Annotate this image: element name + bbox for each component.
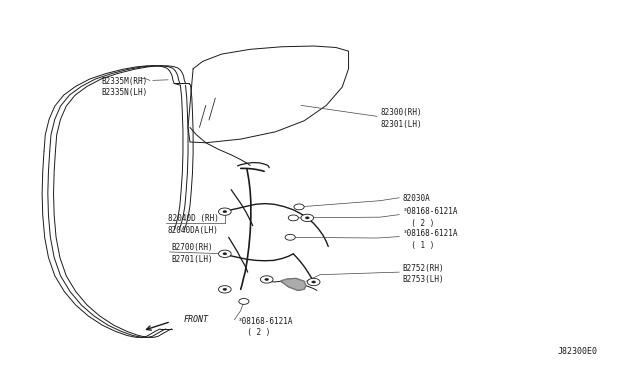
Circle shape	[307, 278, 320, 286]
Text: ³08168-6121A
  ( 1 ): ³08168-6121A ( 1 )	[403, 229, 458, 250]
Circle shape	[285, 234, 295, 240]
Circle shape	[223, 253, 227, 255]
Circle shape	[218, 286, 231, 293]
Circle shape	[223, 288, 227, 291]
Circle shape	[305, 217, 309, 219]
Circle shape	[312, 281, 316, 283]
Text: ³08168-6121A
  ( 2 ): ³08168-6121A ( 2 )	[403, 207, 458, 228]
Text: 82030A: 82030A	[403, 194, 430, 203]
Circle shape	[294, 204, 304, 210]
Circle shape	[301, 214, 314, 222]
Text: B2335M(RH)
B2335N(LH): B2335M(RH) B2335N(LH)	[101, 77, 147, 97]
Circle shape	[260, 276, 273, 283]
Polygon shape	[281, 278, 306, 291]
Text: 82300(RH)
82301(LH): 82300(RH) 82301(LH)	[380, 108, 422, 129]
Text: J82300E0: J82300E0	[558, 347, 598, 356]
Text: 82040D (RH)
82040DA(LH): 82040D (RH) 82040DA(LH)	[168, 214, 219, 235]
Circle shape	[288, 215, 298, 221]
Circle shape	[218, 208, 231, 215]
Text: ³08168-6121A
  ( 2 ): ³08168-6121A ( 2 )	[237, 317, 293, 337]
Circle shape	[265, 278, 269, 280]
Text: B2700(RH)
B2701(LH): B2700(RH) B2701(LH)	[171, 243, 212, 264]
Text: FRONT: FRONT	[184, 315, 209, 324]
Text: B2752(RH)
B2753(LH): B2752(RH) B2753(LH)	[403, 263, 444, 284]
Circle shape	[218, 250, 231, 257]
Circle shape	[239, 298, 249, 304]
Circle shape	[223, 211, 227, 213]
